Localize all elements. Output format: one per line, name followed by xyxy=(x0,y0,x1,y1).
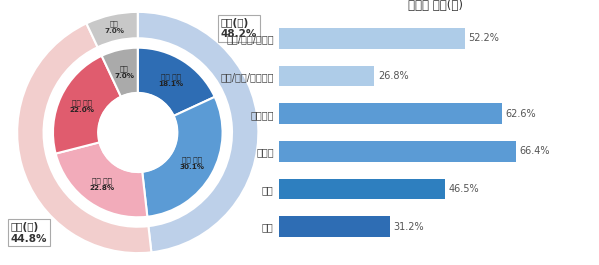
Text: 반대(합)
44.8%: 반대(합) 44.8% xyxy=(11,222,47,244)
Wedge shape xyxy=(56,142,147,217)
Title: 직업별 찬성(합): 직업별 찬성(합) xyxy=(409,0,463,12)
Wedge shape xyxy=(142,97,223,217)
Bar xyxy=(279,179,444,199)
Text: 62.6%: 62.6% xyxy=(506,109,537,119)
Bar xyxy=(279,216,390,237)
Bar xyxy=(279,66,374,86)
Text: 66.4%: 66.4% xyxy=(519,146,550,156)
Text: 31.2%: 31.2% xyxy=(394,222,424,232)
Text: 소극 찬성
30.1%: 소극 찬성 30.1% xyxy=(180,156,204,170)
Circle shape xyxy=(98,93,177,172)
Wedge shape xyxy=(53,56,121,154)
Text: 모름
7.0%: 모름 7.0% xyxy=(104,21,125,34)
Text: 모름
7.0%: 모름 7.0% xyxy=(114,65,134,79)
Text: 소극 반대
22.8%: 소극 반대 22.8% xyxy=(90,177,115,191)
Bar xyxy=(279,141,516,162)
Wedge shape xyxy=(138,48,214,116)
Wedge shape xyxy=(17,23,152,253)
Wedge shape xyxy=(102,48,138,97)
Wedge shape xyxy=(86,12,138,47)
Text: 26.8%: 26.8% xyxy=(378,71,409,81)
Text: 적극 반대
22.0%: 적극 반대 22.0% xyxy=(69,99,94,113)
Text: 46.5%: 46.5% xyxy=(448,184,479,194)
Wedge shape xyxy=(138,12,258,252)
Text: 적극 찬성
18.1%: 적극 찬성 18.1% xyxy=(159,73,184,87)
Bar xyxy=(279,28,465,49)
Text: 찬성(합)
48.2%: 찬성(합) 48.2% xyxy=(220,17,257,39)
Bar xyxy=(279,103,502,124)
Text: 52.2%: 52.2% xyxy=(468,33,500,43)
